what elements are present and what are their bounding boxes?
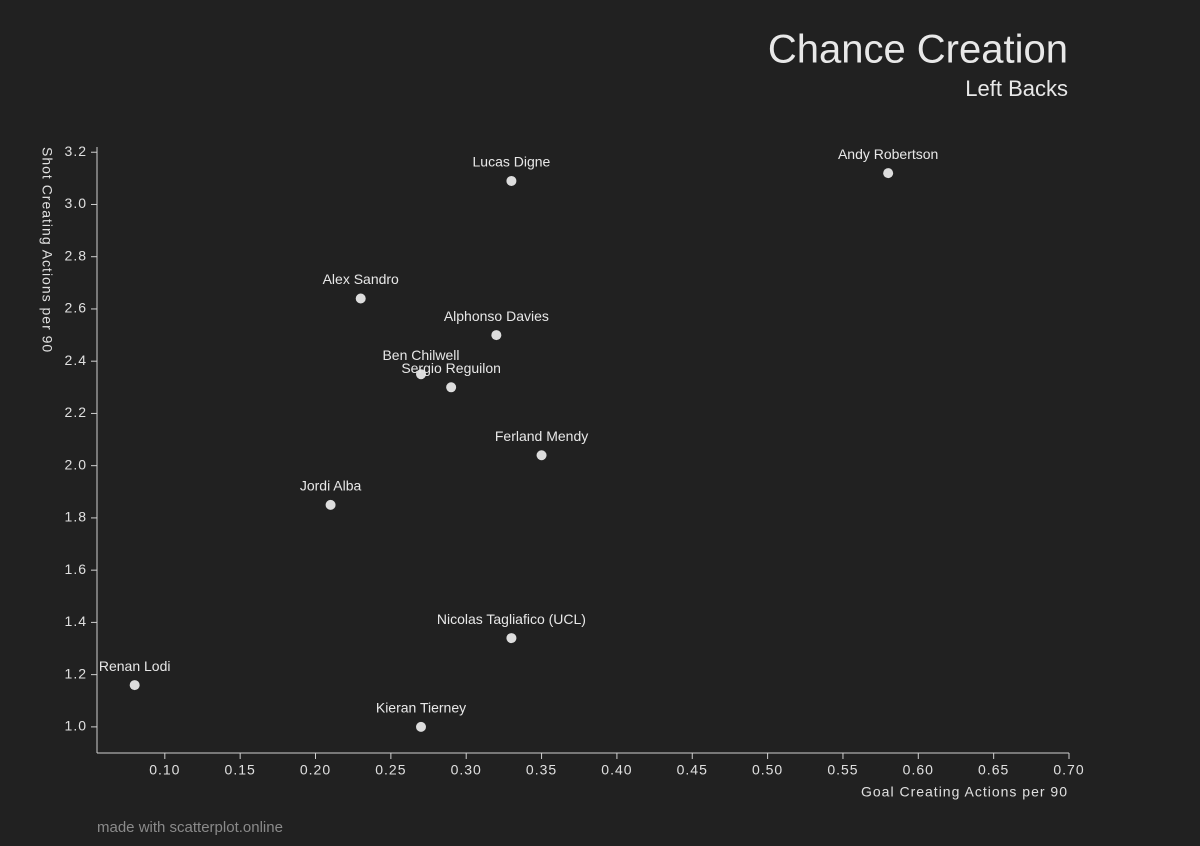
point (446, 382, 457, 393)
x-tick-label: 0.40 (601, 762, 632, 778)
y-tick-label: 2.4 (65, 352, 87, 368)
point-label: Alex Sandro (323, 271, 399, 287)
y-tick-label: 2.2 (65, 404, 87, 420)
point (325, 499, 336, 510)
y-tick-label: 3.2 (65, 143, 87, 159)
x-tick-label: 0.35 (526, 762, 557, 778)
footer: made with scatterplot.online (97, 819, 283, 836)
y-tick-label: 1.4 (65, 613, 87, 629)
point-label: Renan Lodi (99, 658, 171, 674)
point (506, 175, 517, 186)
x-tick-label: 0.20 (300, 762, 331, 778)
x-tick-label: 0.30 (451, 762, 482, 778)
point (416, 721, 426, 732)
x-tick-label: 0.70 (1053, 762, 1084, 778)
x-tick-label: 0.55 (827, 762, 858, 778)
x-axis-label: Goal Creating Actions per 90 (861, 784, 1068, 800)
x-tick-label: 0.60 (903, 762, 934, 778)
point-label: Ferland Mendy (495, 428, 588, 444)
point (129, 680, 140, 691)
point-label: Sergio Reguilon (401, 360, 501, 376)
x-tick-label: 0.45 (677, 762, 708, 778)
chart-subtitle: Left Backs (965, 76, 1068, 101)
x-tick-label: 0.50 (752, 762, 783, 778)
y-tick-label: 3.0 (65, 195, 87, 211)
point-label: Lucas Digne (473, 154, 551, 170)
x-tick-label: 0.25 (375, 762, 406, 778)
point-label: Ben Chilwell (382, 347, 459, 363)
y-tick-label: 2.0 (65, 456, 87, 472)
chart-title: Chance Creation (768, 28, 1068, 72)
y-tick-label: 1.8 (65, 509, 87, 525)
y-axis-label: Shot Creating Actions per 90 (39, 147, 55, 353)
x-tick-label: 0.15 (225, 762, 256, 778)
point-label: Alphonso Davies (444, 308, 549, 324)
point (491, 330, 502, 341)
point (506, 633, 517, 644)
x-tick-label: 0.10 (149, 762, 180, 778)
y-tick-label: 1.6 (65, 561, 87, 577)
y-tick-label: 1.0 (65, 718, 87, 734)
y-tick-label: 2.8 (65, 247, 87, 263)
y-tick-label: 1.2 (65, 665, 87, 681)
point-label: Nicolas Tagliafico (UCL) (437, 611, 586, 627)
point-label: Jordi Alba (300, 478, 362, 494)
x-tick-label: 0.65 (978, 762, 1009, 778)
point (536, 450, 547, 461)
point-label: Kieran Tierney (376, 700, 466, 716)
point (355, 293, 366, 304)
y-tick-label: 2.6 (65, 300, 87, 316)
point (883, 168, 894, 179)
point (416, 369, 426, 380)
point-label: Andy Robertson (838, 146, 938, 162)
